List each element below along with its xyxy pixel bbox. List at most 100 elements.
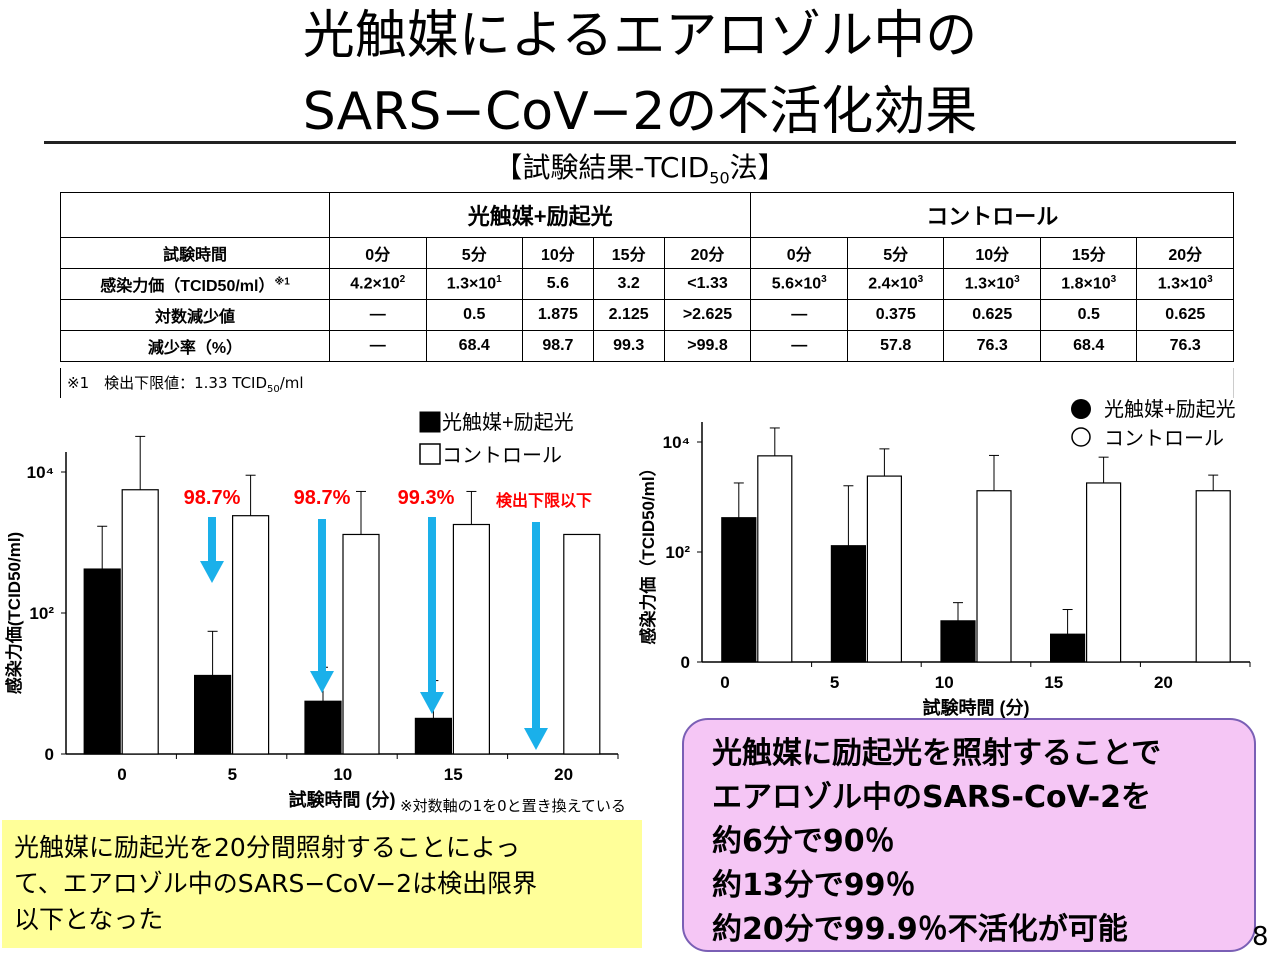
- time-header-cell: 10分: [522, 237, 594, 269]
- chart-footnote: ※対数軸の1を0と置き換えている: [400, 797, 626, 815]
- titer-cell: 3.2: [592, 268, 665, 300]
- legend-marker-control: [1071, 427, 1091, 447]
- page-number: 8: [1252, 922, 1269, 952]
- x-tick-label: 10: [935, 673, 954, 692]
- x-tick-label: 20: [1154, 673, 1173, 692]
- log-reduction-cell: 0.5: [1039, 299, 1138, 331]
- table-footnote: ※1 検出下限値：1.33 TCID50/ml: [60, 368, 1234, 398]
- log-reduction-cell: 2.125: [592, 299, 665, 331]
- titer-cell: 5.6: [522, 268, 594, 300]
- log-reduction-cell: 1.875: [522, 299, 594, 331]
- reduction-arrowhead: [310, 671, 334, 693]
- row-label-reduction-rate: 減少率（%）: [60, 330, 330, 362]
- legend-swatch-photocatalyst: [419, 411, 441, 433]
- bar-control: [976, 490, 1012, 663]
- y-tick-label: 10²: [29, 604, 54, 623]
- row-label-log-reduction: 対数減少値: [60, 299, 330, 331]
- reduction-rate-cell: 68.4: [425, 330, 523, 362]
- reduction-annotation: 98.7%: [184, 487, 241, 509]
- time-header-cell: 10分: [943, 237, 1041, 269]
- titer-cell: <1.33: [663, 268, 752, 300]
- group-header-photocatalyst: 光触媒+励起光: [328, 192, 752, 238]
- log-reduction-cell: —: [329, 299, 427, 331]
- summary-left-line: て、エアロゾル中のSARS−CoV−2は検出限界: [14, 869, 538, 898]
- reduction-arrowhead: [420, 692, 444, 714]
- titer-cell: 1.3×101: [425, 268, 523, 300]
- time-header-cell: 20分: [1136, 237, 1234, 269]
- y-tick-label: 0: [45, 745, 54, 764]
- reduction-rate-cell: 76.3: [1136, 330, 1234, 362]
- summary-box-left: 光触媒に励起光を20分間照射することによっ て、エアロゾル中のSARS−CoV−…: [2, 820, 642, 948]
- log-reduction-cell: 0.625: [1136, 299, 1234, 331]
- reduction-arrowhead: [200, 561, 224, 583]
- bar-photocatalyst: [304, 700, 342, 755]
- section-subtitle: 【試験結果-TCID50法】: [494, 151, 786, 188]
- y-axis-label: 感染力価(TCID50/ml): [4, 532, 24, 694]
- reduction-rate-cell: 76.3: [943, 330, 1041, 362]
- time-header-cell: 0分: [329, 237, 427, 269]
- titer-cell: 1.8×103: [1039, 268, 1138, 300]
- bar-photocatalyst: [830, 545, 866, 663]
- bar-photocatalyst: [83, 568, 121, 755]
- x-tick-label: 0: [117, 765, 126, 784]
- summary-right-line: 光触媒に励起光を照射することで: [712, 736, 1162, 771]
- x-tick-label: 0: [720, 673, 729, 692]
- y-tick-label: 10⁴: [663, 433, 690, 452]
- reduction-arrow: [428, 517, 436, 694]
- bar-control: [1195, 490, 1231, 663]
- bar-control: [232, 515, 270, 755]
- reduction-arrowhead: [524, 728, 548, 750]
- summary-left-line: 以下となった: [14, 905, 164, 934]
- time-header-cell: 0分: [750, 237, 848, 269]
- row-label-titer: 感染力価（TCID50/ml）※1: [60, 268, 330, 300]
- reduction-arrow: [208, 517, 216, 563]
- log-reduction-cell: 0.375: [846, 299, 945, 331]
- y-tick-label: 10⁴: [27, 463, 54, 482]
- bar-control: [342, 533, 380, 755]
- reduction-rate-cell: 68.4: [1039, 330, 1138, 362]
- time-header-cell: 5分: [846, 237, 945, 269]
- log-reduction-cell: 0.625: [943, 299, 1041, 331]
- bar-control: [757, 455, 793, 663]
- titer-cell: 5.6×103: [750, 268, 848, 300]
- time-header-cell: 15分: [592, 237, 665, 269]
- x-tick-label: 5: [830, 673, 839, 692]
- summary-right-line: 約13分で99％: [712, 868, 916, 903]
- group-header-control: コントロール: [750, 192, 1234, 238]
- x-tick-label: 5: [228, 765, 237, 784]
- time-header-cell: 15分: [1039, 237, 1138, 269]
- x-axis-label: 試験時間 (分): [923, 697, 1030, 718]
- results-table: 光触媒+励起光 コントロール 試験時間 0分 5分 10分 15分 20分 0分 5分 10分…: [60, 192, 1234, 362]
- bar-photocatalyst: [1050, 633, 1086, 663]
- bar-control: [1086, 482, 1122, 663]
- bar-control: [563, 533, 601, 755]
- time-header-cell: 5分: [425, 237, 523, 269]
- summary-left-line: 光触媒に励起光を20分間照射することによっ: [14, 833, 521, 862]
- bar-photocatalyst: [414, 717, 452, 755]
- bar-control: [866, 475, 902, 663]
- reduction-annotation: 99.3%: [398, 487, 455, 509]
- legend-label-control: コントロール: [442, 445, 562, 467]
- bar-photocatalyst: [721, 517, 757, 663]
- summary-right-line: エアロゾル中のSARS-CoV-2を: [712, 780, 1151, 815]
- bar-photocatalyst: [940, 620, 976, 663]
- reduction-rate-cell: —: [329, 330, 427, 362]
- reduction-rate-cell: 99.3: [592, 330, 665, 362]
- title-underline: [44, 141, 1236, 144]
- row-label-time: 試験時間: [60, 237, 330, 269]
- summary-right-line: 約6分で90％: [712, 824, 895, 859]
- titer-cell: 1.3×103: [1136, 268, 1234, 300]
- chart-right: 0 10² 10⁴ 0 5 10 15 20 試験時間 (分) 感染力価（TCID50/ml） 光触…: [638, 398, 1251, 718]
- reduction-rate-cell: >99.8: [663, 330, 752, 362]
- log-reduction-cell: 0.5: [425, 299, 523, 331]
- reduction-arrow: [318, 519, 326, 673]
- titer-cell: 2.4×103: [846, 268, 945, 300]
- legend-label-photocatalyst: 光触媒+励起光: [1104, 398, 1236, 421]
- y-tick-label: 10²: [665, 543, 690, 562]
- x-tick-label: 15: [1044, 673, 1063, 692]
- titer-cell: 1.3×103: [943, 268, 1041, 300]
- legend-marker-photocatalyst: [1071, 399, 1091, 419]
- bar-control: [452, 523, 490, 755]
- x-tick-label: 20: [554, 765, 573, 784]
- page-title-line1: 光触媒によるエアロゾル中の: [302, 6, 978, 66]
